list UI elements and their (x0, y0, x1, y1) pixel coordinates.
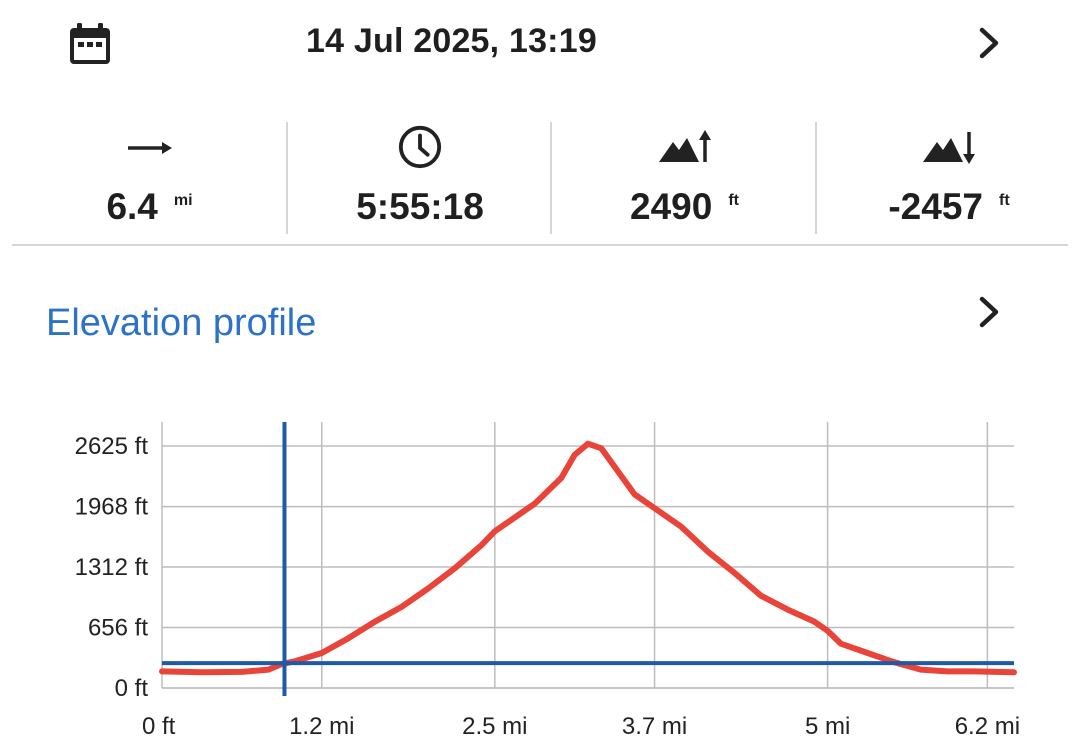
ascent-unit: ft (728, 192, 739, 209)
distance-value: 6.4 (106, 186, 158, 227)
stat-distance: 6.4 mi (12, 118, 287, 236)
divider (815, 122, 817, 234)
descent-icon (923, 132, 975, 164)
stat-value-row: 6.4 mi (12, 186, 287, 228)
crosshair[interactable] (162, 422, 1014, 696)
descent-value: -2457 (888, 186, 983, 227)
activity-date-time: 14 Jul 2025, 13:19 (306, 22, 597, 60)
chart-grid (161, 422, 1014, 689)
divider (286, 122, 288, 234)
x-tick-label: 0 ft (142, 713, 176, 740)
stat-ascent: 2490 ft (553, 118, 816, 236)
divider (12, 244, 1068, 246)
x-tick-label: 6.2 mi (955, 713, 1020, 740)
y-tick-label: 656 ft (88, 615, 148, 642)
stat-value-row: -2457 ft (818, 186, 1080, 228)
stat-duration: 5:55:18 (289, 118, 551, 236)
header: 14 Jul 2025, 13:19 (0, 0, 1080, 90)
ascent-value: 2490 (630, 186, 713, 227)
ascent-icon (658, 130, 711, 162)
y-tick-label: 1312 ft (75, 554, 149, 581)
elevation-profile-title[interactable]: Elevation profile (46, 302, 317, 344)
x-tick-label: 2.5 mi (462, 713, 527, 740)
y-tick-label: 2625 ft (75, 433, 149, 460)
y-tick-label: 1968 ft (75, 494, 149, 521)
elevation-chart[interactable]: 0 ft 656 ft 1312 ft 1968 ft 2625 ft 0 ft 1.2 … (0, 400, 1080, 748)
chart-series (159, 440, 1017, 676)
distance-unit: mi (173, 192, 193, 209)
x-tick-label: 5 mi (805, 713, 850, 740)
stat-value-row: 5:55:18 (289, 186, 551, 228)
chevron-right-icon[interactable] (976, 25, 1004, 61)
x-tick-label: 3.7 mi (622, 713, 687, 740)
y-tick-label: 0 ft (115, 675, 149, 702)
x-tick-label: 1.2 mi (289, 713, 354, 740)
clock-icon (398, 125, 442, 169)
stats-row: 6.4 mi 5:55:18 2490 ft -2457 ft (0, 118, 1080, 236)
duration-value: 5:55:18 (356, 186, 484, 227)
stat-value-row: 2490 ft (553, 186, 816, 228)
arrow-right-icon (127, 142, 172, 154)
chevron-right-icon[interactable] (976, 294, 1004, 330)
calendar-icon[interactable] (66, 20, 114, 68)
divider (550, 122, 552, 234)
elevation-line (159, 440, 1017, 676)
y-axis: 0 ft 656 ft 1312 ft 1968 ft 2625 ft (75, 433, 149, 702)
x-axis: 0 ft 1.2 mi 2.5 mi 3.7 mi 5 mi 6.2 mi (142, 713, 1020, 740)
descent-unit: ft (998, 192, 1010, 209)
stat-descent: -2457 ft (818, 118, 1080, 236)
